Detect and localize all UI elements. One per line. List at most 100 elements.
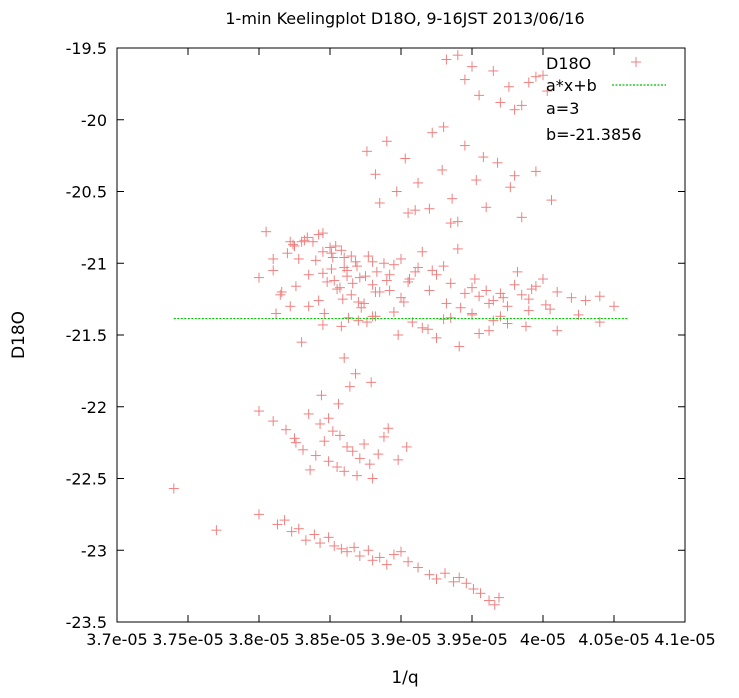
data-point [323, 413, 334, 424]
data-point [431, 573, 442, 584]
data-point [299, 235, 310, 246]
x-tick-label: 3.75e-05 [152, 630, 224, 649]
y-tick-label: -23 [81, 541, 107, 560]
data-point [401, 441, 412, 452]
data-point [542, 86, 553, 97]
data-point [254, 406, 264, 417]
data-point [342, 271, 353, 282]
chart-legend: D18O a*x+b a=3 b=-21.3856 [546, 54, 666, 144]
data-point [339, 352, 350, 363]
data-point [353, 315, 364, 326]
legend-marker-d18o [631, 57, 641, 67]
data-point [374, 552, 385, 563]
data-point [438, 261, 449, 272]
data-point [329, 540, 340, 551]
data-point [509, 104, 520, 115]
x-axis-label: 1/q [391, 668, 418, 688]
y-tick-label: -19.5 [66, 39, 107, 58]
data-point [530, 166, 541, 177]
data-point [268, 253, 279, 264]
data-point [354, 453, 365, 464]
data-point [367, 279, 378, 290]
data-point [393, 454, 404, 465]
data-point [310, 255, 321, 266]
data-point [438, 121, 449, 132]
data-point [381, 136, 392, 147]
data-point [366, 377, 377, 388]
data-point [290, 281, 301, 292]
data-point [400, 153, 411, 164]
data-point [509, 170, 520, 181]
data-point [471, 175, 482, 186]
data-point [323, 532, 334, 543]
data-point [342, 441, 353, 452]
data-point [319, 308, 330, 319]
data-point [381, 275, 392, 286]
y-tick-label: -21.5 [66, 326, 107, 345]
data-point [413, 562, 424, 573]
data-point [296, 337, 307, 348]
data-point [342, 546, 353, 557]
x-tick-label: 3.95e-05 [436, 630, 508, 649]
data-point [445, 278, 456, 289]
data-point [438, 314, 449, 325]
data-point [354, 550, 365, 561]
data-point [538, 70, 548, 81]
data-point [448, 576, 459, 587]
data-point [307, 236, 318, 247]
data-point [520, 321, 531, 332]
data-point [351, 470, 362, 481]
y-tick-label: -20 [81, 111, 107, 130]
data-point [440, 568, 451, 579]
data-point [275, 289, 286, 300]
data-point [516, 289, 527, 300]
data-point [330, 241, 341, 252]
data-point [594, 291, 605, 302]
data-point [168, 483, 179, 494]
data-point [303, 301, 314, 312]
data-point [403, 208, 414, 219]
data-point [359, 439, 370, 450]
legend-label-fit: a*x+b [546, 76, 597, 95]
data-point [384, 269, 395, 280]
data-point [322, 276, 333, 287]
legend-fit-b: b=-21.3856 [546, 125, 642, 144]
data-point [290, 437, 301, 448]
data-point [498, 292, 509, 303]
data-point [454, 572, 465, 583]
data-point [461, 578, 472, 589]
data-point [282, 248, 293, 259]
data-point [367, 555, 378, 566]
x-tick-label: 4e-05 [520, 630, 566, 649]
data-point [455, 302, 466, 313]
data-point [317, 268, 328, 279]
data-point [378, 431, 389, 442]
data-point [417, 322, 428, 333]
data-point [347, 446, 358, 457]
data-point [503, 81, 514, 92]
data-point [319, 436, 330, 447]
data-point [391, 186, 402, 197]
data-point [545, 304, 556, 315]
data-point [546, 195, 557, 206]
data-point [488, 65, 499, 76]
data-point [309, 529, 320, 540]
data-point [360, 271, 371, 282]
data-point [326, 248, 337, 259]
data-point [424, 569, 435, 580]
data-point [323, 456, 334, 467]
data-point [316, 390, 327, 401]
data-points [168, 50, 619, 610]
data-point [347, 278, 358, 289]
data-point [424, 203, 435, 214]
data-point [413, 177, 424, 188]
data-point [452, 50, 463, 61]
data-point [350, 368, 361, 379]
x-tick-label: 3.9e-05 [370, 630, 431, 649]
data-point [336, 245, 347, 256]
data-point [339, 252, 350, 263]
data-point [437, 164, 448, 175]
data-point [271, 308, 282, 319]
